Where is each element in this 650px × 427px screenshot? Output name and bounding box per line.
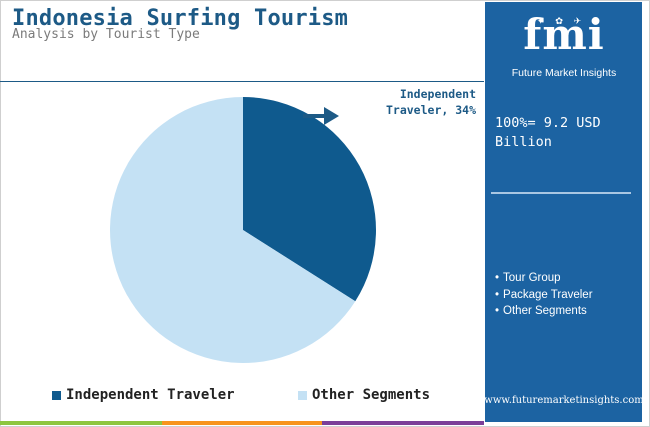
logo-wordmark: fmi [523, 10, 605, 59]
fmi-logo: ✦ ✿ ✈ ◆ fmi Future Market Insights [493, 8, 635, 80]
legend-item-other-segments: Other Segments [298, 387, 430, 403]
legend-label: Independent Traveler [66, 387, 235, 403]
legend-label: Other Segments [312, 387, 431, 403]
market-total: 100%= 9.2 USD Billion [495, 114, 635, 152]
other-segments-list: Tour Group Package Traveler Other Segmen… [495, 270, 593, 320]
segment-item: Other Segments [495, 303, 593, 320]
legend-swatch-light [298, 390, 307, 400]
footer-bar-purple [322, 421, 484, 425]
chart-subtitle: Analysis by Tourist Type [12, 27, 200, 42]
footer-bar-green [0, 421, 162, 425]
pie-chart [110, 97, 377, 363]
segment-item: Tour Group [495, 270, 593, 287]
data-label-line-1: Independent [399, 87, 476, 101]
market-total-line-1: 100%= 9.2 USD [495, 115, 601, 131]
footer-bar-orange [162, 421, 322, 425]
pie-slices [110, 97, 377, 363]
callout-arrow-icon [303, 107, 339, 125]
market-total-line-2: Billion [495, 134, 552, 150]
pie-slice-independent-traveler [243, 97, 377, 302]
panel-divider [491, 192, 631, 194]
info-panel: ✦ ✿ ✈ ◆ fmi Future Market Insights 100%=… [485, 2, 642, 422]
chart-title: Indonesia Surfing Tourism [12, 6, 349, 31]
legend-swatch-dark [52, 390, 61, 400]
data-label-line-2: Traveler, 34% [385, 103, 476, 117]
logo-caption: Future Market Insights [511, 67, 617, 79]
slice-data-label: Independent Traveler, 34% [352, 86, 476, 118]
logo-marks-icon: ✦ ✿ ✈ ◆ [537, 13, 602, 27]
legend-item-independent-traveler: Independent Traveler [52, 387, 235, 403]
title-divider [0, 81, 484, 82]
pie-slice-other-segments [110, 97, 356, 363]
source-url: www.futuremarketinsights.com [484, 395, 644, 406]
segment-item: Package Traveler [495, 287, 593, 304]
